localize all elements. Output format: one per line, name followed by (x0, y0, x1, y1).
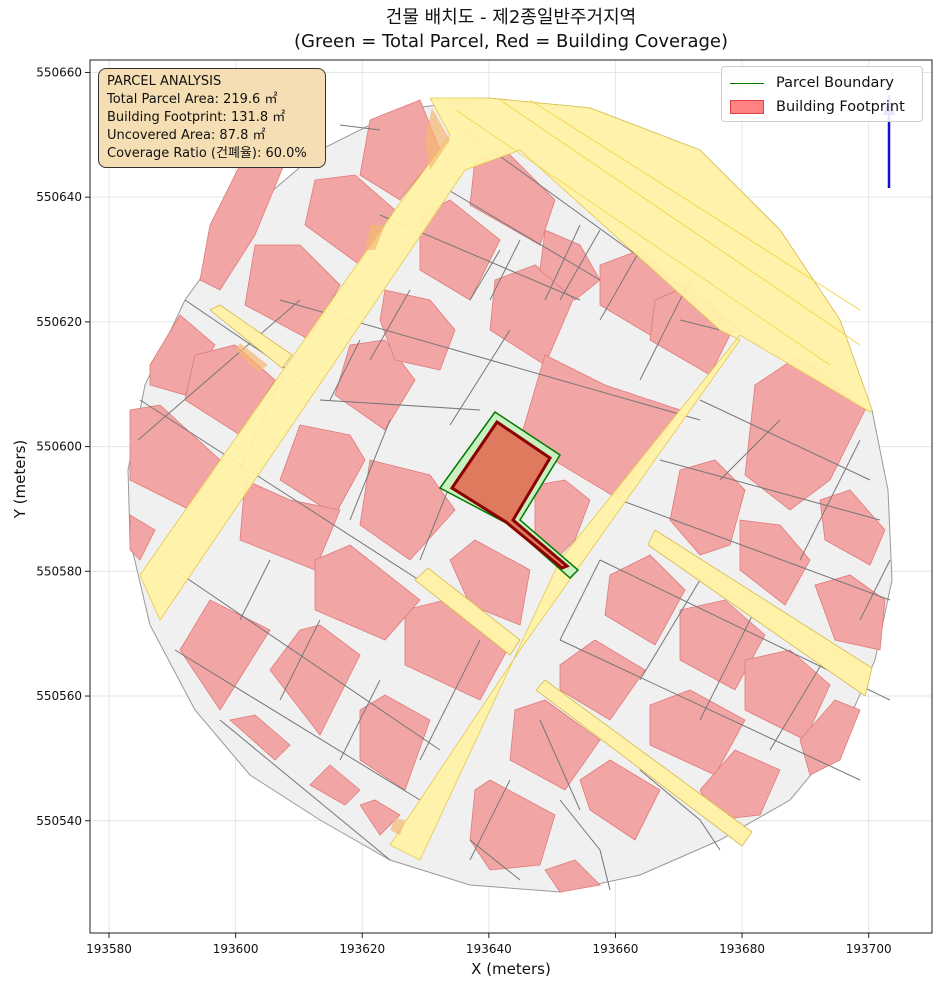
legend-parcel-label: Parcel Boundary (776, 75, 894, 91)
footprint (314, 544, 421, 641)
x-tick-label: 193700 (846, 942, 892, 956)
footprint (489, 264, 576, 366)
footprint (229, 714, 291, 761)
footprint (814, 574, 886, 651)
footprint (509, 699, 601, 791)
x-tick-label: 193580 (86, 942, 132, 956)
footprint (669, 459, 746, 556)
footprint (404, 599, 511, 701)
road-centerline (529, 99, 861, 311)
footprint (544, 859, 601, 893)
building-footprints (129, 99, 886, 893)
title-line-1: 건물 배치도 - 제2종일반주거지역 (385, 7, 637, 28)
footprint (604, 554, 686, 646)
road-centerline (455, 109, 831, 366)
footprint (179, 599, 271, 711)
title-line-2: (Green = Total Parcel, Red = Building Co… (293, 31, 729, 52)
info-uncovered: Uncovered Area: 87.8 ㎡ (107, 128, 266, 143)
footprint (269, 624, 361, 736)
road (209, 304, 293, 369)
footprint (744, 649, 831, 741)
road (647, 529, 873, 697)
building-box-swatch (730, 100, 764, 114)
legend: Parcel Boundary Building Footprint (721, 66, 923, 122)
y-axis-ticks: 550540 550560 550580 550600 550620 550640 5506… (36, 65, 90, 828)
parcel-analysis-box: PARCEL ANALYSIS Total Parcel Area: 219.6… (98, 68, 326, 168)
road-centerline (499, 99, 861, 346)
footprint (739, 519, 811, 606)
parcel-line-swatch (730, 82, 764, 84)
roads (139, 97, 873, 861)
legend-item-building: Building Footprint (730, 97, 905, 117)
plot-frame (89, 59, 933, 934)
info-total-area: Total Parcel Area: 219.6 ㎡ (107, 92, 278, 107)
footprint (799, 699, 861, 776)
subject-parcel-group (438, 410, 580, 580)
y-tick-label: 550660 (36, 65, 82, 79)
footprint (359, 799, 401, 836)
footprint (309, 764, 361, 806)
y-tick-label: 550540 (36, 814, 82, 828)
info-coverage: Coverage Ratio (건폐율): 60.0% (107, 146, 307, 161)
y-tick-label: 550600 (36, 440, 82, 454)
y-tick-label: 550620 (36, 315, 82, 329)
footprint (359, 99, 441, 201)
road (535, 679, 753, 847)
footprint (129, 514, 156, 561)
x-axis-ticks: 193580 193600 193620 193640 193660 193680 1937… (86, 933, 892, 956)
road-overlaps (236, 108, 450, 835)
subject-building (449, 419, 570, 570)
y-axis-label: Y (meters) (11, 439, 29, 519)
x-tick-label: 193660 (593, 942, 639, 956)
x-axis-label: X (meters) (471, 960, 551, 978)
footprint (539, 229, 601, 301)
info-footprint: Building Footprint: 131.8 ㎡ (107, 110, 286, 125)
x-tick-label: 193640 (466, 942, 512, 956)
y-tick-label: 550580 (36, 564, 82, 578)
footprint (239, 479, 341, 571)
info-heading: PARCEL ANALYSIS (107, 74, 222, 89)
footprint (419, 199, 501, 301)
footprint (559, 639, 646, 721)
legend-item-parcel: Parcel Boundary (730, 73, 894, 93)
x-tick-label: 193680 (719, 942, 765, 956)
legend-building-label: Building Footprint (776, 99, 905, 115)
footprint (819, 489, 886, 566)
road (139, 97, 873, 861)
footprint (649, 689, 746, 776)
y-tick-label: 550640 (36, 190, 82, 204)
x-tick-label: 193620 (339, 942, 385, 956)
chart-title: 건물 배치도 - 제2종일반주거지역 (Green = Total Parcel… (90, 6, 932, 54)
y-tick-label: 550560 (36, 689, 82, 703)
footprint (579, 759, 661, 841)
road (414, 567, 521, 656)
footprint (279, 424, 366, 516)
x-tick-label: 193600 (213, 942, 259, 956)
footprint (359, 459, 456, 561)
footprint (359, 694, 431, 791)
